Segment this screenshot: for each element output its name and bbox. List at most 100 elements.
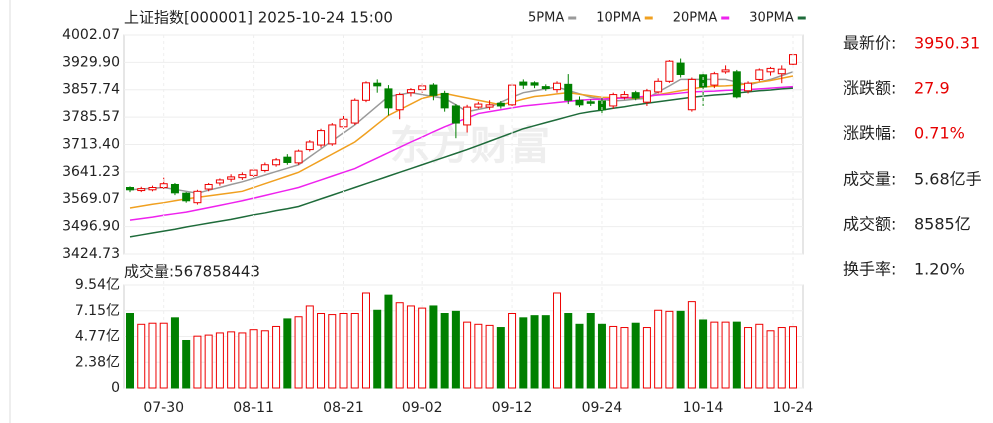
volume-bar (463, 321, 472, 389)
volume-bar (564, 313, 573, 389)
volume-bar (361, 292, 370, 389)
volume-bar (496, 327, 505, 389)
candle-body (676, 62, 685, 75)
candle-body (496, 102, 505, 107)
volume-bar (350, 313, 359, 389)
candle-body (215, 179, 224, 184)
ma-line (129, 75, 794, 209)
volume-bar (642, 327, 651, 389)
y-tick-label: 3929.90 (62, 54, 120, 70)
stat-label: 最新价: (843, 34, 896, 53)
candle-body (530, 82, 539, 86)
volume-bar (418, 307, 427, 389)
candle-body (260, 164, 269, 171)
candle-body (766, 67, 775, 73)
candle-body (272, 159, 281, 166)
y-tick-label: 3713.40 (62, 137, 120, 153)
y-tick-label: 0 (111, 380, 120, 396)
candle-body (553, 82, 562, 91)
x-tick-label: 08-11 (233, 400, 274, 416)
candle-body (609, 94, 618, 107)
stat-value: 27.9 (914, 79, 950, 98)
volume-bar (519, 317, 528, 389)
chart-title: 上证指数[000001] 2025-10-24 15:00 (124, 9, 393, 27)
candle-body (519, 81, 528, 86)
volume-bar (687, 301, 696, 389)
volume-bar (373, 309, 382, 389)
candle-body (238, 174, 247, 179)
candle-body (182, 192, 191, 202)
volume-bar (710, 321, 719, 389)
volume-bar (238, 332, 247, 389)
legend-label: 10PMA (596, 11, 641, 26)
volume-bar (485, 324, 494, 389)
ma-line (129, 85, 794, 221)
candle-body (361, 82, 370, 101)
x-tick-label: 10-14 (683, 400, 724, 416)
watermark: 东方财富 (390, 123, 550, 169)
candle-body (654, 80, 663, 93)
candle-body (710, 73, 719, 86)
volume-bar (272, 325, 281, 389)
legend-label: 20PMA (673, 11, 718, 26)
x-tick-label: 07-30 (143, 400, 184, 416)
candle-body (687, 78, 696, 111)
volume-bar (328, 314, 337, 389)
candle-body (328, 124, 337, 145)
y-tick-label: 7.15亿 (75, 303, 120, 319)
candle-body (294, 150, 303, 164)
candle-body (732, 71, 741, 98)
volume-bar (215, 332, 224, 389)
candle-body (204, 183, 213, 190)
y-tick-label: 3424.73 (62, 246, 120, 262)
volume-bar (508, 313, 517, 389)
stat-label: 涨跌额: (843, 79, 896, 98)
volume-bar (553, 292, 562, 389)
candle-body (429, 84, 438, 96)
x-tick-label: 10-24 (773, 400, 814, 416)
y-tick-label: 4.77亿 (75, 329, 120, 345)
ma-line (129, 71, 794, 194)
stat-value: 1.20% (914, 260, 965, 279)
volume-bar (227, 331, 236, 389)
y-tick-label: 3857.74 (62, 82, 120, 98)
y-tick-label: 3641.23 (62, 164, 120, 180)
ma-line (129, 87, 794, 238)
candle-body (777, 68, 786, 75)
volume-bar (193, 335, 202, 389)
volume-bar (699, 319, 708, 389)
volume-bar (406, 305, 415, 389)
stat-label: 换手率: (843, 260, 896, 279)
volume-bar (429, 305, 438, 389)
y-tick-label: 3569.07 (62, 191, 120, 207)
stat-value: 5.68亿手 (914, 170, 982, 189)
volume-bar (148, 322, 157, 389)
x-tick-label: 08-21 (323, 400, 364, 416)
stat-label: 成交额: (843, 215, 896, 234)
candle-body (575, 99, 584, 106)
candle-body (564, 83, 573, 101)
stat-value: 8585亿 (914, 215, 971, 234)
volume-bar (317, 313, 326, 389)
candle-body (395, 94, 404, 111)
candle-body (451, 105, 460, 124)
stat-label: 成交量: (843, 170, 896, 189)
candle-body (463, 106, 472, 126)
volume-bar (586, 313, 595, 389)
volume-bar (204, 334, 213, 389)
candle-body (620, 94, 629, 98)
y-tick-label: 9.54亿 (75, 277, 120, 293)
candle-body (586, 101, 595, 104)
volume-bar (159, 322, 168, 389)
volume-bar (789, 326, 797, 389)
y-tick-label: 2.38亿 (75, 354, 120, 370)
volume-bar (440, 313, 449, 389)
volume-bar (260, 330, 269, 389)
candle-body (350, 99, 359, 124)
volume-bar (305, 305, 314, 389)
stat-value: 3950.31 (914, 34, 980, 53)
volume-bar (575, 323, 584, 389)
candle-body (170, 183, 179, 194)
volume-title: 成交量:567858443 (124, 263, 260, 281)
